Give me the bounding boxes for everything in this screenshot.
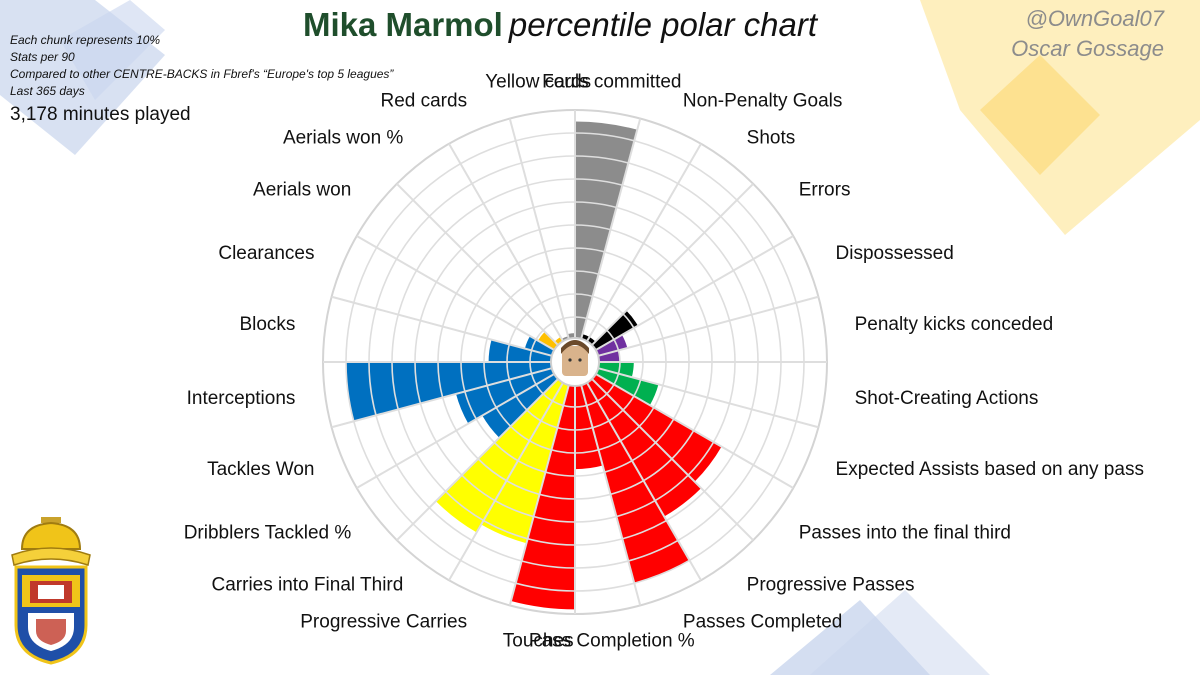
bar-passes-into-the-final-third [590,373,722,482]
bar-pass-completion [575,383,603,470]
label-touches: Touches [503,631,574,652]
label-penalty-kicks-conceded: Penalty kicks conceded [855,314,1054,335]
grid-spoke [589,376,754,541]
bar-dispossessed [594,334,628,357]
note-chunk: Each chunk represents 10% [10,33,161,47]
label-yellow-cards: Yellow cards [485,71,591,92]
grid-spoke [508,382,571,606]
bar-passes-completed [580,381,690,584]
bar-penalty-kicks-conceded [596,350,620,362]
bar-carries-into-final-third [435,377,564,533]
note-comparison: Compared to other CENTRE-BACKS in Fbref'… [10,67,394,81]
label-aerials-won: Aerials won % [283,127,403,148]
player-name: Mika Marmol [302,6,503,43]
label-shots: Shots [747,127,796,148]
label-shot-creating-actions: Shot-Creating Actions [855,388,1039,409]
bar-fouls-committed [575,121,638,341]
bar-progressive-passes [586,377,702,517]
chart-title: Mika Marmol percentile polar chart [0,6,1120,44]
bar-progressive-carries [481,381,570,544]
grid-spoke [593,372,794,489]
grid-spoke [589,183,754,348]
bar-shot-creating-actions [596,362,634,378]
grid-spoke [579,118,642,342]
label-red-cards: Red cards [380,90,467,111]
bar-blocks [488,339,554,362]
bar-tackles-won [455,367,556,424]
grid-spoke [448,380,565,581]
grid-spoke [585,143,702,344]
bar-aerials-won [538,331,560,351]
grid-spoke [396,376,561,541]
grid-spoke [331,366,555,429]
note-per90: Stats per 90 [10,50,75,64]
grid-spoke [579,382,642,606]
minutes-played: 3,178 minutes played [10,104,191,125]
label-tackles-won: Tackles Won [207,459,314,480]
label-blocks: Blocks [239,314,295,335]
label-expected-assists-based-on-any-pass: Expected Assists based on any pass [836,459,1144,480]
label-dribblers-tackled: Dribblers Tackled % [184,523,352,544]
grid-spoke [356,235,557,352]
label-progressive-carries: Progressive Carries [300,612,467,633]
grid-spoke [448,143,565,344]
label-clearances: Clearances [218,243,314,264]
label-aerials-won: Aerials won [253,179,351,200]
label-errors: Errors [799,179,851,200]
grid-spoke [508,118,571,342]
note-period: Last 365 days [10,84,85,98]
bar-dribblers-tackled [482,373,560,438]
bar-expected-assists-based-on-any-pass [594,367,659,406]
player-photo [550,337,600,387]
label-dispossessed: Dispossessed [836,243,954,264]
chart-subtitle: percentile polar chart [508,6,818,43]
grid-spoke [356,372,557,489]
label-fouls-committed: Fouls committed [542,71,681,92]
label-passes-into-the-final-third: Passes into the final third [799,523,1011,544]
credit-author: Oscar Gossage [1011,36,1164,61]
label-progressive-passes: Progressive Passes [747,575,915,596]
grid-spoke [595,366,819,429]
bar-errors [590,310,638,351]
chart-notes: Each chunk represents 10% Stats per 90 C… [10,32,393,100]
label-pass-completion: Pass Completion % [529,631,695,652]
label-non-penalty-goals: Non-Penalty Goals [683,90,842,111]
grid-spoke [585,380,702,581]
grid-spoke [331,295,555,358]
las-palmas-crest-icon [11,517,91,665]
label-interceptions: Interceptions [187,388,296,409]
polar-grid [322,109,828,615]
credit-handle: @OwnGoal07 [1025,6,1164,31]
label-carries-into-final-third: Carries into Final Third [212,575,404,596]
label-passes-completed: Passes Completed [683,612,842,633]
bar-clearances [524,336,556,357]
polar-bars [346,121,722,610]
bar-touches [510,383,575,610]
grid-spoke [396,183,561,348]
credit: @OwnGoal07 Oscar Gossage [1011,4,1164,64]
grid-spoke [593,235,794,352]
grid-spoke [595,295,819,358]
